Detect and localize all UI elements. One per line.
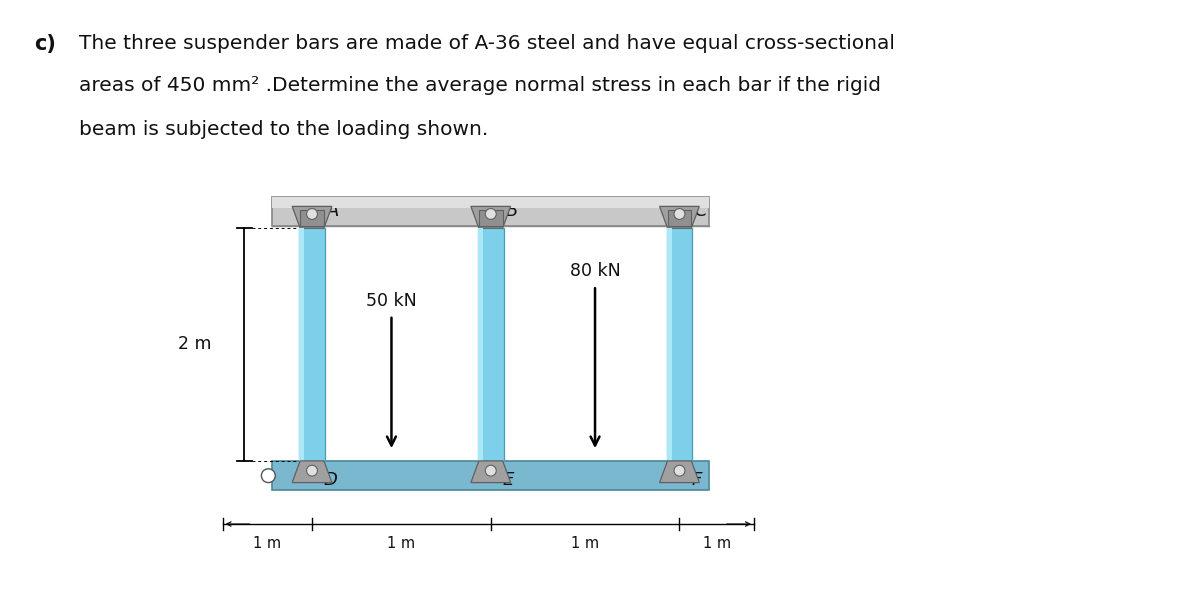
Bar xyxy=(667,210,691,226)
Bar xyxy=(299,228,305,461)
Polygon shape xyxy=(470,461,511,483)
Text: A: A xyxy=(326,202,340,220)
Bar xyxy=(478,228,504,461)
Text: 2 m: 2 m xyxy=(178,336,211,354)
Circle shape xyxy=(674,465,685,476)
Polygon shape xyxy=(292,461,332,483)
Polygon shape xyxy=(660,207,700,228)
Text: C: C xyxy=(695,202,707,220)
Text: E: E xyxy=(503,470,514,489)
Circle shape xyxy=(306,465,318,476)
Circle shape xyxy=(485,465,497,476)
Text: 1 m: 1 m xyxy=(253,536,281,551)
Polygon shape xyxy=(660,461,700,483)
Circle shape xyxy=(262,469,275,483)
Bar xyxy=(479,210,503,226)
Bar xyxy=(272,197,709,226)
Text: areas of 450 mm² .Determine the average normal stress in each bar if the rigid: areas of 450 mm² .Determine the average … xyxy=(79,76,881,95)
Circle shape xyxy=(674,208,685,220)
Bar xyxy=(272,197,709,208)
Text: The three suspender bars are made of A-36 steel and have equal cross-sectional: The three suspender bars are made of A-3… xyxy=(79,34,894,53)
Text: 1 m: 1 m xyxy=(571,536,599,551)
Text: D: D xyxy=(324,470,338,489)
Circle shape xyxy=(485,208,497,220)
Text: 1 m: 1 m xyxy=(388,536,415,551)
Text: 50 kN: 50 kN xyxy=(366,292,416,310)
Polygon shape xyxy=(470,207,511,228)
Bar xyxy=(272,461,709,491)
Text: B: B xyxy=(505,202,518,220)
Bar xyxy=(666,228,672,461)
Text: c): c) xyxy=(34,34,56,54)
Bar xyxy=(666,228,692,461)
Text: 1 m: 1 m xyxy=(703,536,731,551)
Text: beam is subjected to the loading shown.: beam is subjected to the loading shown. xyxy=(79,119,488,138)
Bar xyxy=(478,228,484,461)
Bar xyxy=(299,228,325,461)
Circle shape xyxy=(306,208,318,220)
Text: F: F xyxy=(691,470,702,489)
Bar xyxy=(300,210,324,226)
Text: 80 kN: 80 kN xyxy=(570,263,620,280)
Polygon shape xyxy=(292,207,332,228)
